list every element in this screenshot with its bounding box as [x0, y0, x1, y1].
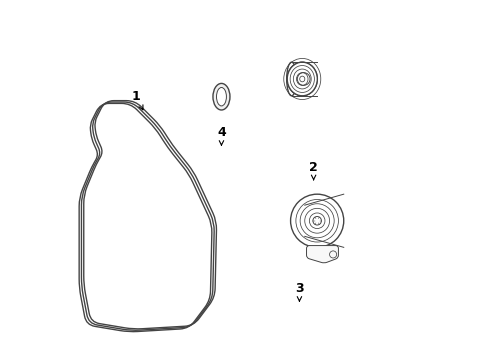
Text: 3: 3: [295, 282, 303, 301]
Ellipse shape: [216, 87, 226, 106]
Text: 1: 1: [132, 90, 142, 110]
PathPatch shape: [306, 246, 338, 263]
Text: 2: 2: [308, 161, 317, 180]
Ellipse shape: [212, 84, 229, 110]
Text: 4: 4: [217, 126, 225, 145]
Circle shape: [290, 194, 343, 247]
Ellipse shape: [286, 62, 317, 96]
